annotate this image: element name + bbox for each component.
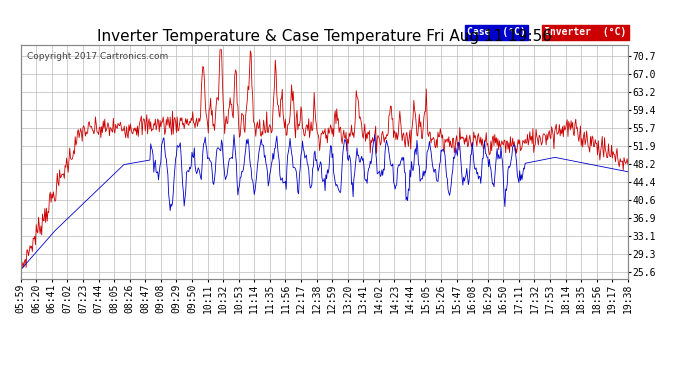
Text: Case  (°C): Case (°C) [467, 27, 526, 37]
Title: Inverter Temperature & Case Temperature Fri Aug 11 19:56: Inverter Temperature & Case Temperature … [97, 29, 552, 44]
Text: Copyright 2017 Cartronics.com: Copyright 2017 Cartronics.com [27, 52, 168, 61]
Text: Inverter  (°C): Inverter (°C) [544, 27, 627, 37]
